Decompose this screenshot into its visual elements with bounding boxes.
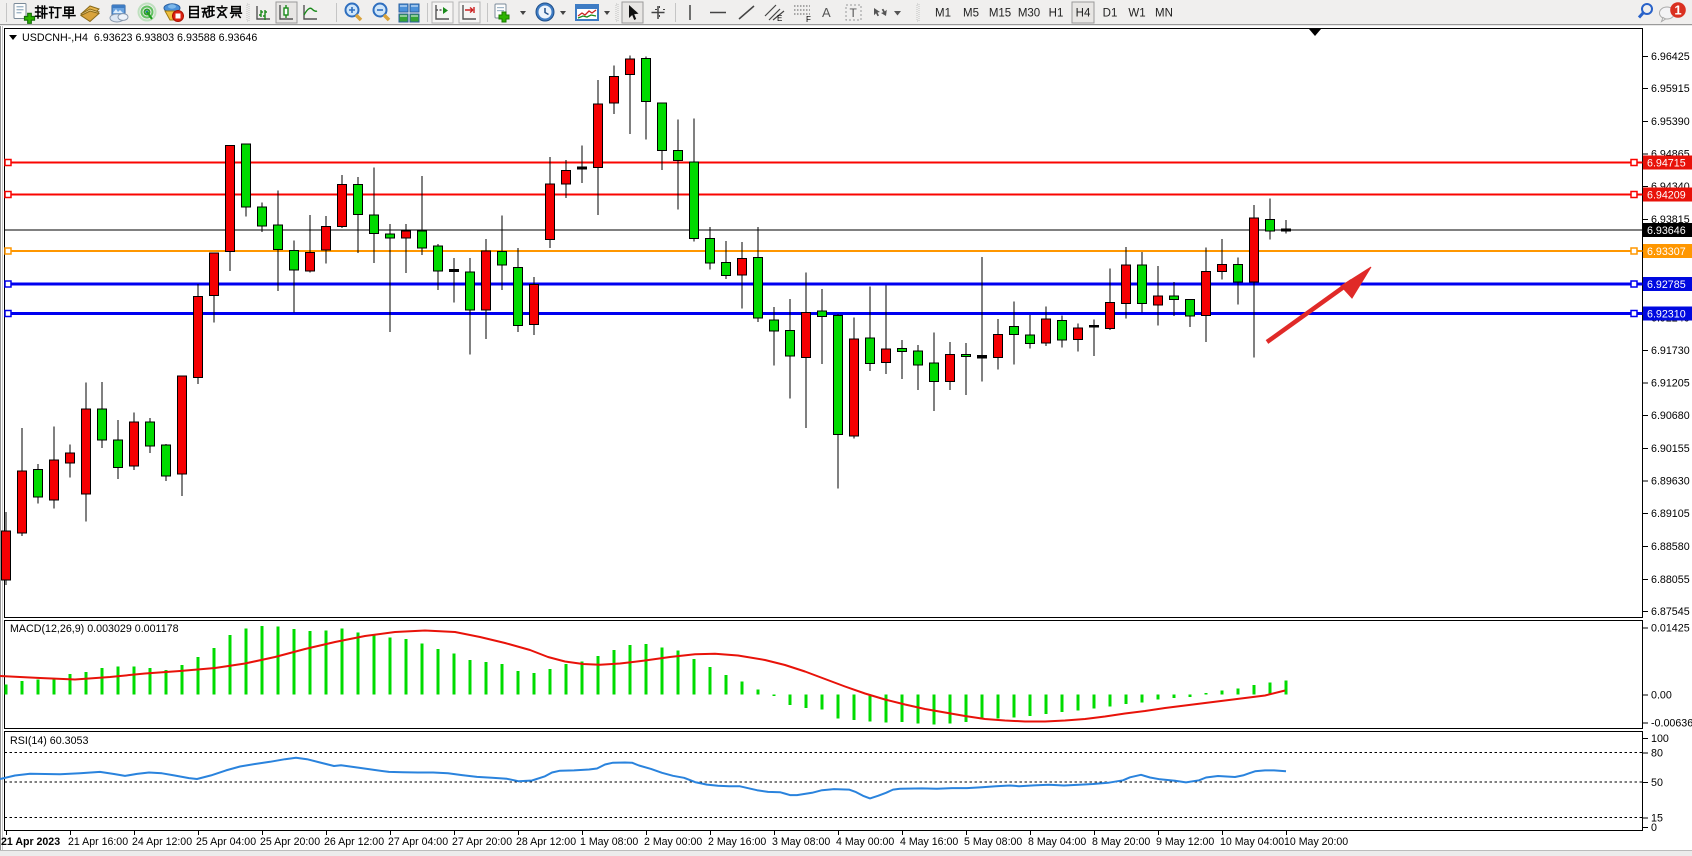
svg-text:RSI(14) 60.3053: RSI(14) 60.3053	[10, 735, 88, 747]
svg-text:10 May 04:00: 10 May 04:00	[1220, 836, 1284, 848]
svg-text:USDCNH-,H4 6.93623 6.93803 6.: USDCNH-,H4 6.93623 6.93803 6.93588 6.936…	[22, 32, 257, 44]
svg-text:21 Apr 2023: 21 Apr 2023	[1, 836, 60, 848]
svg-text:6.89105: 6.89105	[1651, 508, 1690, 520]
svg-text:M1: M1	[935, 8, 951, 20]
svg-text:9 May 12:00: 9 May 12:00	[1156, 836, 1214, 848]
svg-text:T: T	[850, 6, 858, 20]
svg-text:D1: D1	[1103, 8, 1118, 20]
svg-text:M30: M30	[1018, 8, 1040, 20]
svg-text:50: 50	[1651, 777, 1663, 789]
svg-text:6.95915: 6.95915	[1651, 83, 1690, 95]
svg-text:6.90680: 6.90680	[1651, 410, 1690, 422]
svg-text:10 May 20:00: 10 May 20:00	[1284, 836, 1348, 848]
svg-text:27 Apr 20:00: 27 Apr 20:00	[452, 836, 512, 848]
svg-text:27 Apr 04:00: 27 Apr 04:00	[388, 836, 448, 848]
svg-text:H1: H1	[1049, 8, 1064, 20]
svg-text:-0.006367: -0.006367	[1651, 718, 1692, 730]
svg-text:25 Apr 04:00: 25 Apr 04:00	[196, 836, 256, 848]
svg-text:1 May 08:00: 1 May 08:00	[580, 836, 638, 848]
svg-text:F: F	[806, 15, 811, 24]
svg-text:H4: H4	[1076, 8, 1091, 20]
svg-text:100: 100	[1651, 733, 1669, 745]
svg-text:6.93307: 6.93307	[1647, 246, 1686, 258]
svg-text:15: 15	[1651, 813, 1663, 825]
svg-text:6.90155: 6.90155	[1651, 443, 1690, 455]
svg-text:3 May 08:00: 3 May 08:00	[772, 836, 830, 848]
svg-text:A: A	[822, 5, 831, 20]
svg-text:6.92785: 6.92785	[1647, 279, 1686, 291]
svg-text:6.93646: 6.93646	[1647, 225, 1686, 237]
svg-text:5 May 08:00: 5 May 08:00	[964, 836, 1022, 848]
svg-text:6.89630: 6.89630	[1651, 476, 1690, 488]
svg-text:0.00: 0.00	[1651, 690, 1672, 702]
svg-text:6.88580: 6.88580	[1651, 541, 1690, 553]
svg-text:0: 0	[1651, 822, 1657, 834]
svg-text:6.94209: 6.94209	[1647, 190, 1686, 202]
svg-text:6.91730: 6.91730	[1651, 345, 1690, 357]
svg-text:80: 80	[1651, 748, 1663, 760]
svg-text:2 May 00:00: 2 May 00:00	[644, 836, 702, 848]
svg-text:1: 1	[1674, 3, 1681, 18]
svg-text:MN: MN	[1155, 8, 1173, 20]
svg-text:25 Apr 20:00: 25 Apr 20:00	[260, 836, 320, 848]
svg-text:21 Apr 16:00: 21 Apr 16:00	[68, 836, 128, 848]
svg-text:W1: W1	[1128, 8, 1145, 20]
svg-text:2 May 16:00: 2 May 16:00	[708, 836, 766, 848]
svg-text:M5: M5	[963, 8, 979, 20]
svg-text:MACD(12,26,9) 0.003029 0.00117: MACD(12,26,9) 0.003029 0.001178	[10, 623, 179, 635]
svg-text:8 May 20:00: 8 May 20:00	[1092, 836, 1150, 848]
svg-text:6.94715: 6.94715	[1647, 158, 1686, 170]
svg-text:6.88055: 6.88055	[1651, 574, 1690, 586]
svg-text:4 May 16:00: 4 May 16:00	[900, 836, 958, 848]
svg-text:28 Apr 12:00: 28 Apr 12:00	[516, 836, 576, 848]
svg-text:E: E	[777, 14, 782, 23]
svg-text:4 May 00:00: 4 May 00:00	[836, 836, 894, 848]
svg-text:8 May 04:00: 8 May 04:00	[1028, 836, 1086, 848]
svg-text:24 Apr 12:00: 24 Apr 12:00	[132, 836, 192, 848]
svg-text:6.95390: 6.95390	[1651, 116, 1690, 128]
svg-text:6.96425: 6.96425	[1651, 51, 1690, 63]
svg-text:6.92310: 6.92310	[1647, 309, 1686, 321]
svg-text:0.01425: 0.01425	[1651, 623, 1690, 635]
svg-text:6.87545: 6.87545	[1651, 606, 1690, 618]
svg-text:6.91205: 6.91205	[1651, 378, 1690, 390]
svg-text:26 Apr 12:00: 26 Apr 12:00	[324, 836, 384, 848]
svg-text:M15: M15	[989, 8, 1011, 20]
